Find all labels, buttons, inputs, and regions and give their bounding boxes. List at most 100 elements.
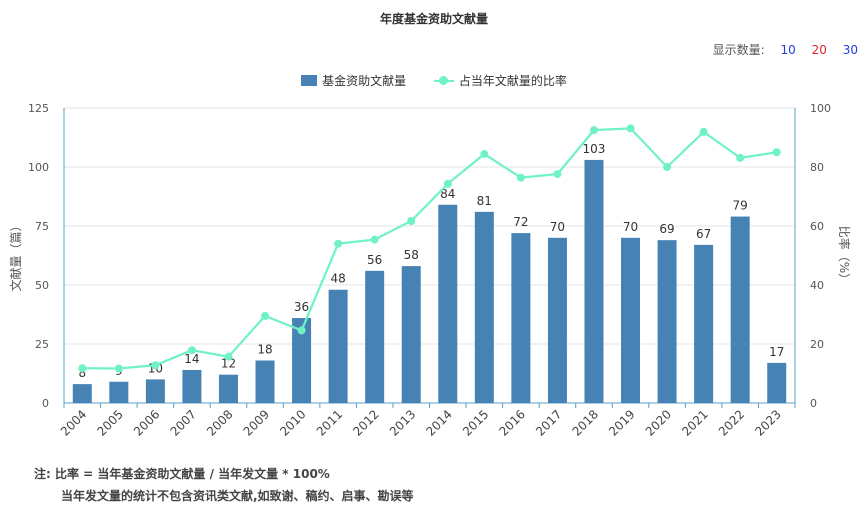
x-tick-label: 2016: [496, 407, 527, 438]
legend-line-swatch: [433, 75, 454, 86]
chart-canvas: 0 25 50 75 100 125 0 20 40 60 80 100 文献量（篇） 比率（%） 2004…: [8, 102, 852, 439]
bar-data-label: 72: [513, 215, 528, 229]
display-count-label: 显示数量:: [712, 43, 765, 57]
ratio-point: [297, 326, 306, 335]
ratio-point: [553, 170, 562, 179]
bar-data-label: 56: [367, 253, 382, 267]
y-tick-label: 125: [28, 102, 49, 115]
bar-data-label: 17: [769, 345, 784, 359]
bar-data-label: 84: [440, 187, 455, 201]
x-tick-label: 2019: [606, 407, 637, 438]
bar: [547, 237, 567, 403]
bar-data-label: 70: [623, 220, 638, 234]
bar: [328, 289, 348, 403]
bar-data-label: 14: [184, 352, 199, 366]
bar-data-label: 67: [696, 227, 711, 241]
x-tick-label: 2005: [94, 407, 125, 438]
y2-tick-label: 80: [810, 161, 824, 174]
legend-item-bar[interactable]: 基金资助文献量: [301, 72, 406, 89]
bar-data-label: 69: [659, 222, 674, 236]
y2-tick-label: 0: [810, 397, 817, 410]
bar-data-label: 103: [583, 142, 606, 156]
x-tick-label: 2013: [387, 407, 418, 438]
x-tick-label: 2007: [168, 407, 199, 438]
ratio-point: [589, 126, 598, 135]
display-option-30[interactable]: 30: [842, 43, 858, 57]
bar: [474, 211, 494, 403]
display-option-20[interactable]: 20: [811, 43, 827, 57]
ratio-point: [736, 153, 745, 162]
bar-data-label: 12: [221, 357, 236, 371]
y2-tick-label: 100: [810, 102, 831, 115]
x-tick-label: 2023: [752, 407, 783, 438]
chart-notes: 注: 比率 = 当年基金资助文献量 / 当年发文量 * 100% 当年发文量的统…: [34, 463, 414, 507]
chart-title: 年度基金资助文献量: [379, 12, 488, 26]
x-tick-label: 2020: [643, 407, 674, 438]
x-tick-label: 2008: [204, 407, 235, 438]
ratio-point: [699, 127, 708, 136]
y-tick-label: 100: [28, 161, 49, 174]
bar: [218, 374, 238, 403]
ratio-point: [407, 216, 416, 225]
ratio-point: [443, 179, 452, 188]
x-tick-label: 2018: [570, 407, 601, 438]
ratio-point: [187, 346, 196, 355]
x-tick-label: 2010: [277, 407, 308, 438]
x-tick-label: 2011: [314, 407, 345, 438]
bar: [584, 159, 604, 403]
x-tick-label: 2009: [241, 407, 272, 438]
y2-tick-label: 60: [810, 220, 824, 233]
y-tick-label: 75: [35, 220, 49, 233]
bar: [145, 379, 165, 403]
bar-data-label: 81: [477, 194, 492, 208]
bar: [621, 237, 641, 403]
x-tick-label: 2015: [460, 407, 491, 438]
legend-bar-label: 基金资助文献量: [322, 74, 407, 88]
ratio-point: [370, 235, 379, 244]
ratio-point: [772, 148, 781, 157]
note-line-1: 注: 比率 = 当年基金资助文献量 / 当年发文量 * 100%: [34, 467, 330, 481]
bar: [109, 381, 129, 403]
bar-data-label: 70: [550, 220, 565, 234]
x-tick-label: 2017: [533, 407, 564, 438]
bar: [182, 369, 202, 403]
bar: [767, 362, 787, 403]
display-count-control: 显示数量: 10 20 30: [713, 41, 858, 58]
ratio-point: [334, 239, 343, 248]
x-tick-label: 2012: [350, 407, 381, 438]
ratio-point: [261, 311, 270, 320]
ratio-point: [224, 352, 233, 361]
ratio-point: [626, 124, 635, 133]
bar: [292, 318, 312, 403]
y-tick-label: 0: [42, 397, 49, 410]
x-tick-label: 2006: [131, 407, 162, 438]
ratio-point: [151, 361, 160, 370]
bar-data-label: 8: [78, 366, 86, 380]
bar-data-label: 18: [257, 343, 272, 357]
bar: [730, 216, 750, 403]
note-line-2: 当年发文量的统计不包含资讯类文献,如致谢、稿约、启事、勘误等: [61, 489, 414, 503]
ratio-line: [82, 127, 777, 370]
y2-tick-label: 40: [810, 279, 824, 292]
bar: [438, 204, 458, 403]
y-tick-label: 50: [35, 279, 49, 292]
bar-data-label: 48: [330, 272, 345, 286]
bar: [511, 233, 531, 403]
y2-tick-label: 20: [810, 338, 824, 351]
y-tick-label: 25: [35, 338, 49, 351]
x-tick-label: 2014: [423, 407, 454, 438]
chart-legend: 基金资助文献量 占当年文献量的比率: [0, 72, 868, 89]
legend-item-line[interactable]: 占当年文献量的比率: [433, 72, 567, 89]
ratio-point: [516, 173, 525, 182]
ratio-point: [480, 150, 489, 159]
display-option-10[interactable]: 10: [780, 43, 796, 57]
ratio-point: [663, 163, 672, 171]
bar: [255, 360, 275, 403]
bar: [365, 270, 385, 403]
ratio-point: [78, 364, 87, 373]
legend-bar-swatch: [301, 75, 318, 86]
bar: [657, 240, 677, 403]
x-tick-label: 2004: [58, 407, 89, 438]
x-tick-label: 2021: [679, 407, 710, 438]
bar-data-label: 79: [733, 199, 748, 213]
